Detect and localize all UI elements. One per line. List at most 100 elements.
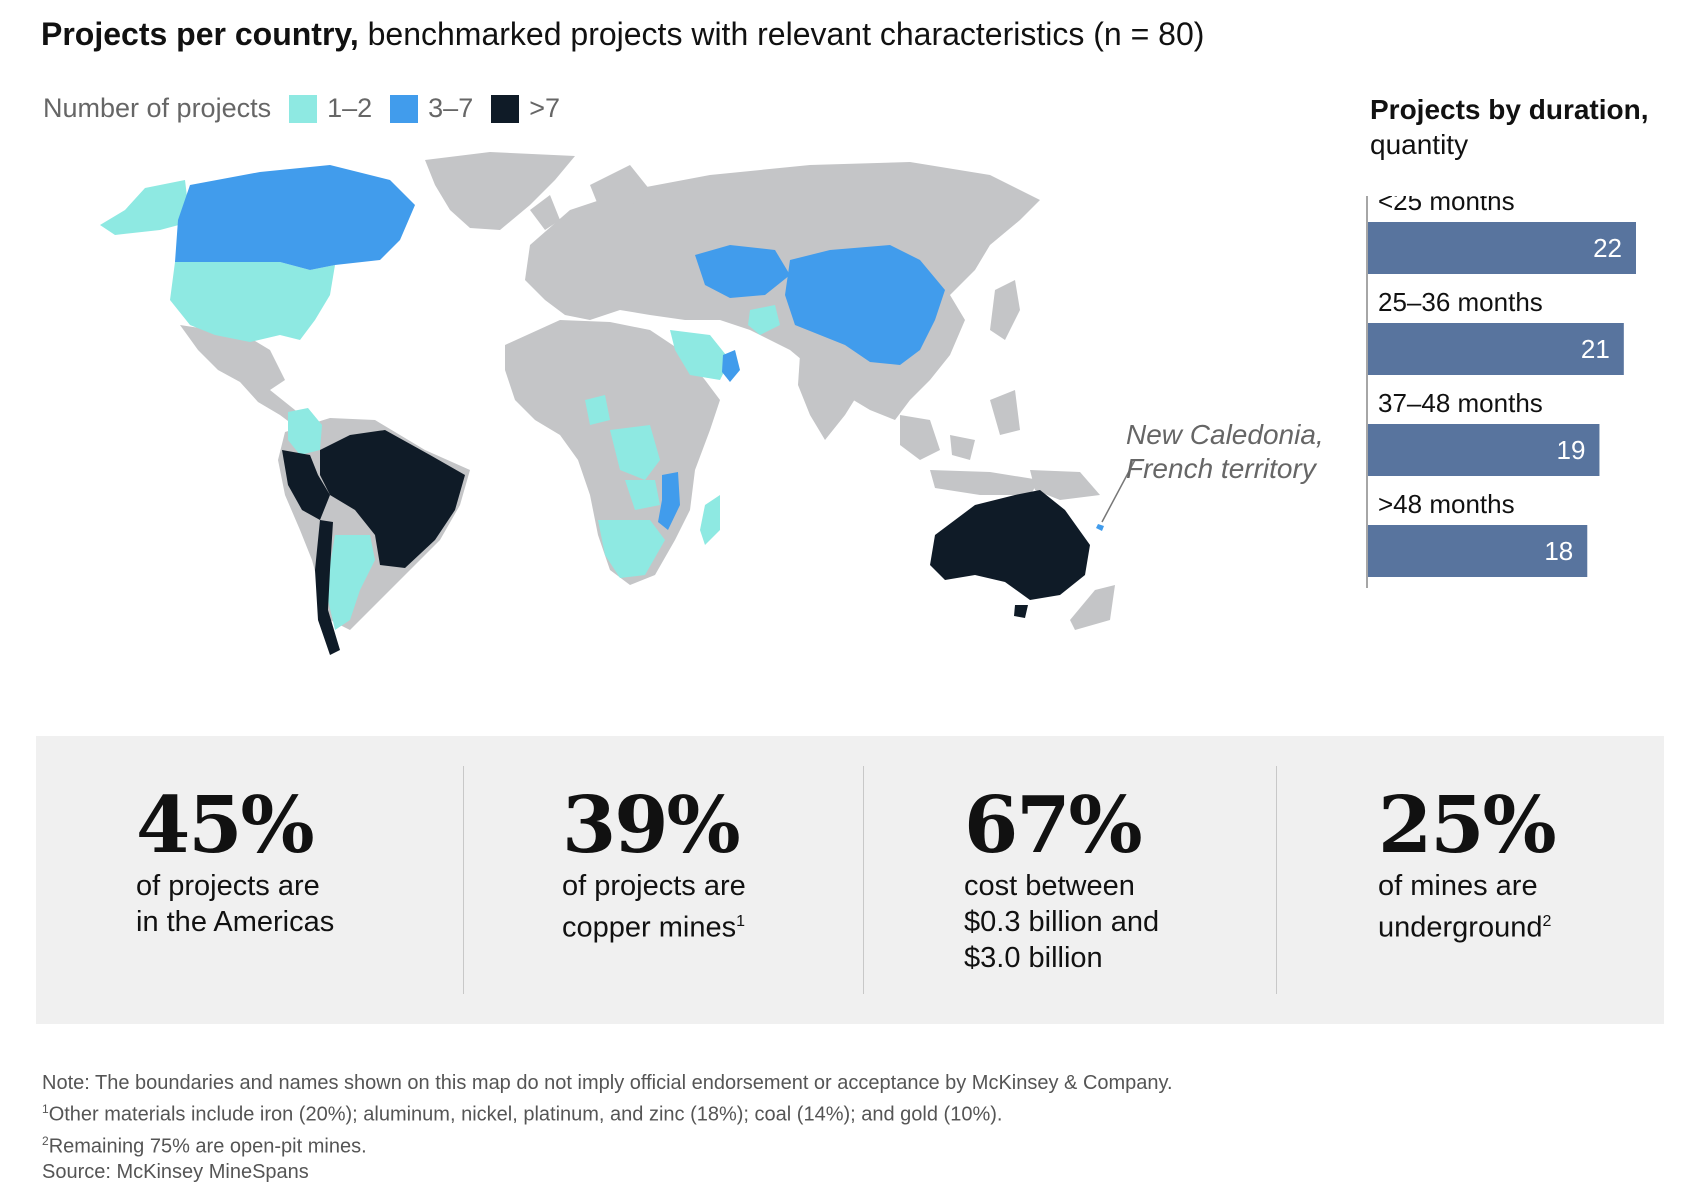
stat-description: of projects are copper mines1 <box>562 868 746 946</box>
footnote-marker: 2 <box>42 1133 49 1148</box>
duration-bar-value: 19 <box>1557 435 1586 465</box>
legend-label: Number of projects <box>43 93 272 123</box>
stats-divider <box>1276 766 1277 994</box>
madagascar <box>700 495 720 545</box>
new-caledonia <box>1096 524 1104 531</box>
china-mongolia <box>785 245 945 365</box>
map-tier-3-7 <box>175 165 1104 531</box>
footnote-1: 1Other materials include iron (20%); alu… <box>42 1096 1173 1128</box>
japan <box>990 280 1020 340</box>
kazakhstan <box>695 245 790 298</box>
new-caledonia-leader-line <box>1101 459 1136 523</box>
colombia <box>288 408 322 455</box>
canada <box>175 165 415 270</box>
new-zealand <box>1070 585 1115 630</box>
stat-description: of mines are underground2 <box>1378 868 1551 946</box>
dr-congo <box>610 425 660 480</box>
indonesia <box>930 470 1040 495</box>
footnote-2: 2Remaining 75% are open-pit mines. <box>42 1128 1173 1160</box>
legend-item-3-7: 3–7 <box>428 93 474 123</box>
united-states <box>170 262 335 342</box>
stats-divider <box>863 766 864 994</box>
footnote-marker: 1 <box>736 913 745 930</box>
scandinavia <box>590 165 650 215</box>
page-title: Projects per country, benchmarked projec… <box>41 16 1204 53</box>
map-tier-1-2 <box>100 180 780 630</box>
footnote-marker: 2 <box>1542 913 1552 930</box>
footnotes: Note: The boundaries and names shown on … <box>42 1070 1173 1185</box>
stat-line-text: underground <box>1378 911 1543 944</box>
title-bold: Projects per country, <box>41 16 359 52</box>
duration-title: Projects by duration, quantity <box>1370 92 1649 162</box>
duration-bar-value: 21 <box>1581 334 1610 364</box>
duration-title-bold: Projects by duration, <box>1370 94 1649 125</box>
mexico-central-america <box>180 325 315 430</box>
title-subtitle: benchmarked projects with relevant chara… <box>358 16 1205 52</box>
afghanistan <box>748 305 780 335</box>
stat-line: of projects are <box>562 870 746 902</box>
source: Source: McKinsey MineSpans <box>42 1161 309 1184</box>
map-note: Note: The boundaries and names shown on … <box>42 1072 1173 1094</box>
legend-item-over-7: >7 <box>529 93 561 123</box>
stat-line: $3.0 billion <box>964 942 1103 974</box>
stat-value: 25% <box>1378 780 1557 871</box>
tasmania <box>1014 605 1028 618</box>
footnote-text: Remaining 75% are open-pit mines. <box>48 1135 367 1158</box>
india <box>798 350 870 440</box>
duration-category-label: <25 months <box>1378 196 1515 216</box>
map-legend: Number of projects 1–2 3–7 >7 <box>43 93 560 124</box>
map-tier-over-7 <box>282 430 1090 655</box>
duration-bar-value: 18 <box>1544 536 1573 566</box>
nigeria <box>585 395 610 425</box>
footnote-text: Other materials include iron (20%); alum… <box>48 1103 1003 1126</box>
new-caledonia-annotation: New Caledonia, French territory <box>1126 418 1324 486</box>
stat-line: of mines are <box>1378 870 1538 902</box>
chile <box>315 520 340 655</box>
argentina <box>328 535 375 630</box>
legend-swatch-3-7 <box>390 94 419 123</box>
stat-line-text: copper mines <box>562 911 737 944</box>
duration-category-label: >48 months <box>1378 489 1515 519</box>
stat-line: copper mines1 <box>562 904 746 946</box>
alaska <box>100 180 190 235</box>
south-africa <box>598 520 665 578</box>
annotation-line-2: French territory <box>1126 453 1316 484</box>
stat-line: cost between <box>964 870 1135 902</box>
duration-category-label: 25–36 months <box>1378 287 1543 317</box>
stats-panel: 45% of projects are in the Americas 39% … <box>36 736 1664 1024</box>
footnote-marker: 1 <box>42 1102 49 1116</box>
borneo <box>950 435 975 460</box>
annotation-line-1: New Caledonia, <box>1126 419 1324 450</box>
duration-bar-chart: <25 months 22 25–36 months 21 37–48 months 19… <box>1366 196 1636 588</box>
saudi-arabia <box>670 330 730 380</box>
mozambique <box>658 472 680 530</box>
uk <box>530 195 560 230</box>
stat-value: 39% <box>562 780 741 871</box>
stats-divider <box>463 766 464 994</box>
legend-item-1-2: 1–2 <box>327 93 373 123</box>
stat-line: of projects are <box>136 870 320 902</box>
duration-bar <box>1368 525 1588 577</box>
stat-value: 45% <box>136 780 315 871</box>
peru <box>282 450 330 520</box>
stat-line: $0.3 billion and <box>964 906 1160 938</box>
world-map <box>100 152 1136 655</box>
stat-line: in the Americas <box>136 906 335 938</box>
duration-category-label: 37–48 months <box>1378 388 1543 418</box>
stat-value: 67% <box>964 780 1143 871</box>
australia <box>930 490 1090 600</box>
legend-swatch-1-2 <box>289 94 318 123</box>
oman <box>722 350 740 382</box>
brazil <box>320 430 465 568</box>
papua <box>1030 470 1100 500</box>
legend-swatch-over-7 <box>491 94 520 123</box>
greenland <box>425 152 575 230</box>
duration-bar <box>1368 222 1636 274</box>
duration-title-rest: quantity <box>1370 129 1469 160</box>
zambia <box>625 480 660 510</box>
indochina <box>900 415 940 460</box>
duration-bar-value: 22 <box>1593 233 1622 263</box>
stat-description: of projects are in the Americas <box>136 868 334 940</box>
duration-bar <box>1368 323 1624 375</box>
duration-bar <box>1368 424 1600 476</box>
